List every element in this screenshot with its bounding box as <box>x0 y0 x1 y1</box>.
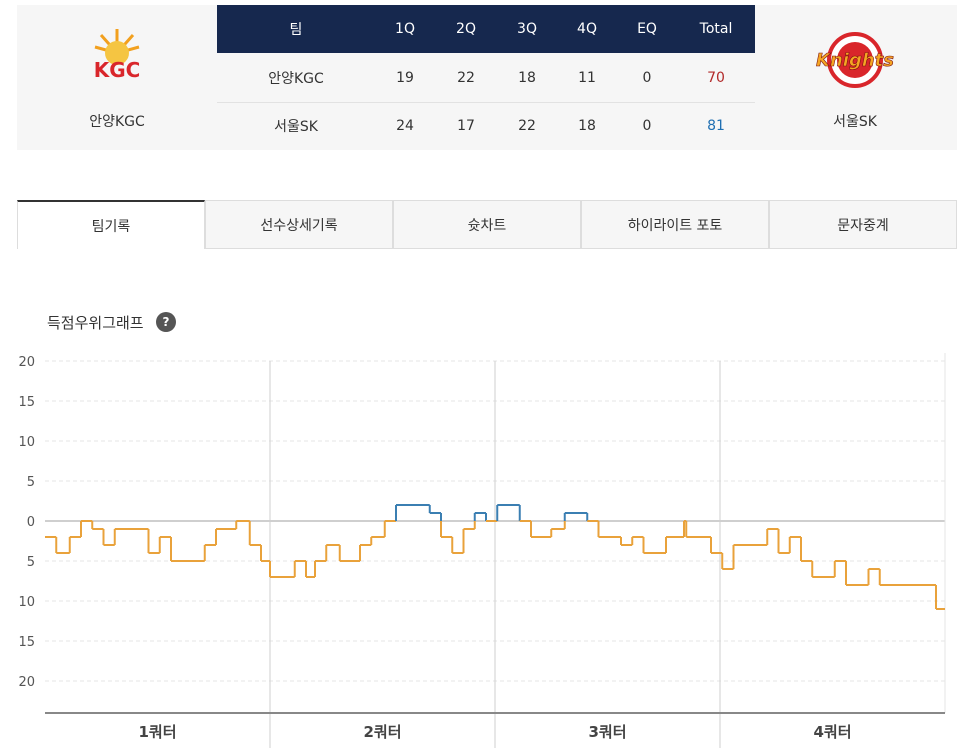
tab[interactable]: 선수상세기록 <box>205 200 393 249</box>
home-logo: KGC <box>94 29 141 82</box>
x-category-label: 4쿼터 <box>813 723 851 741</box>
score-cell: 17 <box>457 118 475 134</box>
x-category-label: 1쿼터 <box>138 723 176 741</box>
score-cell: 81 <box>707 118 725 134</box>
score-cell: 서울SK <box>274 119 318 135</box>
away-logo: Knights <box>816 32 895 88</box>
score-cell: 안양KGC <box>268 71 324 87</box>
y-tick-label: 10 <box>18 595 35 610</box>
y-tick-label: 0 <box>27 515 35 530</box>
away-team-name: 서울SK <box>833 114 877 130</box>
y-tick-label: 20 <box>18 355 35 370</box>
header-cell: EQ <box>637 21 657 37</box>
score-header <box>217 5 755 53</box>
y-tick-label: 20 <box>18 675 35 690</box>
score-cell: 70 <box>707 70 725 86</box>
header-cell: 3Q <box>517 21 537 37</box>
tab[interactable]: 팀기록 <box>17 200 205 249</box>
y-tick-label: 15 <box>18 395 35 410</box>
y-tick-label: 15 <box>18 635 35 650</box>
y-tick-label: 5 <box>27 555 35 570</box>
header-cell: 2Q <box>456 21 476 37</box>
header-cell: 1Q <box>395 21 415 37</box>
score-cell: 22 <box>457 70 475 86</box>
home-logo-text: KGC <box>94 58 141 82</box>
x-category-label: 2쿼터 <box>363 723 401 741</box>
header-cell: 팀 <box>289 22 303 38</box>
x-category-label: 3쿼터 <box>588 723 626 741</box>
score-cell: 0 <box>642 70 652 86</box>
tab[interactable]: 슛차트 <box>393 200 581 249</box>
chart: 20 15 10 5 0 5 10 15 20 1쿼터 2쿼터 3쿼터 4쿼터 <box>18 353 946 748</box>
away-logo-text: Knights <box>816 50 894 71</box>
score-cell: 24 <box>396 118 414 134</box>
tab[interactable]: 문자중계 <box>769 200 957 249</box>
y-tick-label: 10 <box>18 435 35 450</box>
score-cell: 18 <box>578 118 596 134</box>
score-cell: 19 <box>396 70 414 86</box>
header-cell: Total <box>699 21 733 37</box>
score-cell: 0 <box>642 118 652 134</box>
score-cell: 11 <box>578 70 596 86</box>
tab[interactable]: 하이라이트 포토 <box>581 200 769 249</box>
logo-ball <box>105 41 129 65</box>
y-tick-label: 5 <box>27 475 35 490</box>
row-separator <box>217 102 755 103</box>
help-icon[interactable]: ? <box>156 312 176 332</box>
score-cell: 18 <box>518 70 536 86</box>
header-cell: 4Q <box>577 21 597 37</box>
score-cell: 22 <box>518 118 536 134</box>
home-team-name: 안양KGC <box>89 114 145 130</box>
chart-title: 득점우위그래프 <box>47 314 144 332</box>
